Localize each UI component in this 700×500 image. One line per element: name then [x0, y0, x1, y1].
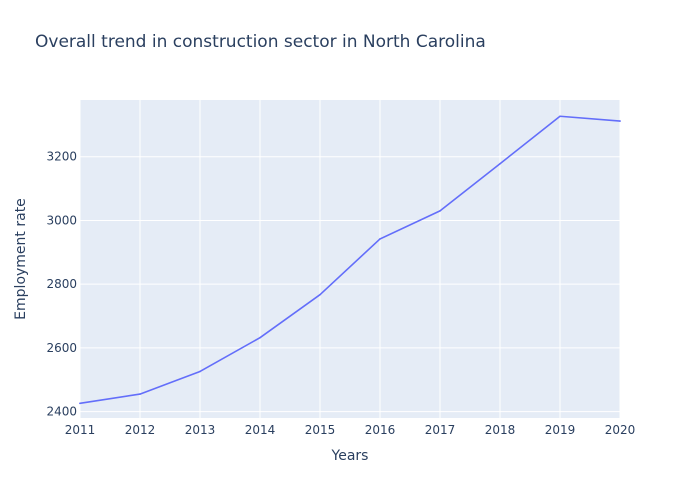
x-gridlines [79, 100, 621, 418]
x-tick-label: 2020 [605, 423, 636, 437]
x-tick-label: 2018 [485, 423, 516, 437]
x-tick-label: 2011 [65, 423, 96, 437]
x-tick-label: 2014 [245, 423, 276, 437]
data-point [259, 336, 261, 339]
data-point [199, 370, 201, 373]
x-tick-label: 2012 [125, 423, 156, 437]
x-axis-title: Years [331, 448, 369, 464]
y-gridlines [80, 156, 620, 413]
x-tick-label: 2015 [305, 423, 336, 437]
x-tick-label: 2017 [425, 423, 456, 437]
data-point [139, 393, 141, 395]
chart-title: Overall trend in construction sector in … [35, 32, 486, 52]
series-group [79, 115, 621, 405]
x-axis-ticks: 2011 2012 2013 2014 2015 2016 2017 2018 2019 2020 [65, 423, 636, 437]
series-line [79, 115, 621, 405]
x-tick-label: 2019 [545, 423, 576, 437]
y-tick-label: 2800 [46, 277, 77, 291]
data-point [499, 162, 501, 165]
y-axis-title: Employment rate [13, 198, 29, 320]
data-point [439, 210, 441, 212]
data-point [619, 120, 621, 122]
x-tick-label: 2016 [365, 423, 396, 437]
y-tick-label: 2600 [46, 341, 77, 355]
data-point [379, 238, 381, 240]
plot-area [80, 100, 620, 418]
data-point [559, 115, 561, 118]
data-point [79, 402, 81, 405]
data-point [319, 293, 321, 296]
y-tick-label: 3200 [46, 150, 77, 164]
y-tick-label: 2400 [46, 405, 77, 419]
y-tick-label: 3000 [46, 213, 77, 227]
y-axis-ticks: 2400 2600 2800 3000 3200 [46, 150, 77, 419]
x-tick-label: 2013 [185, 423, 216, 437]
